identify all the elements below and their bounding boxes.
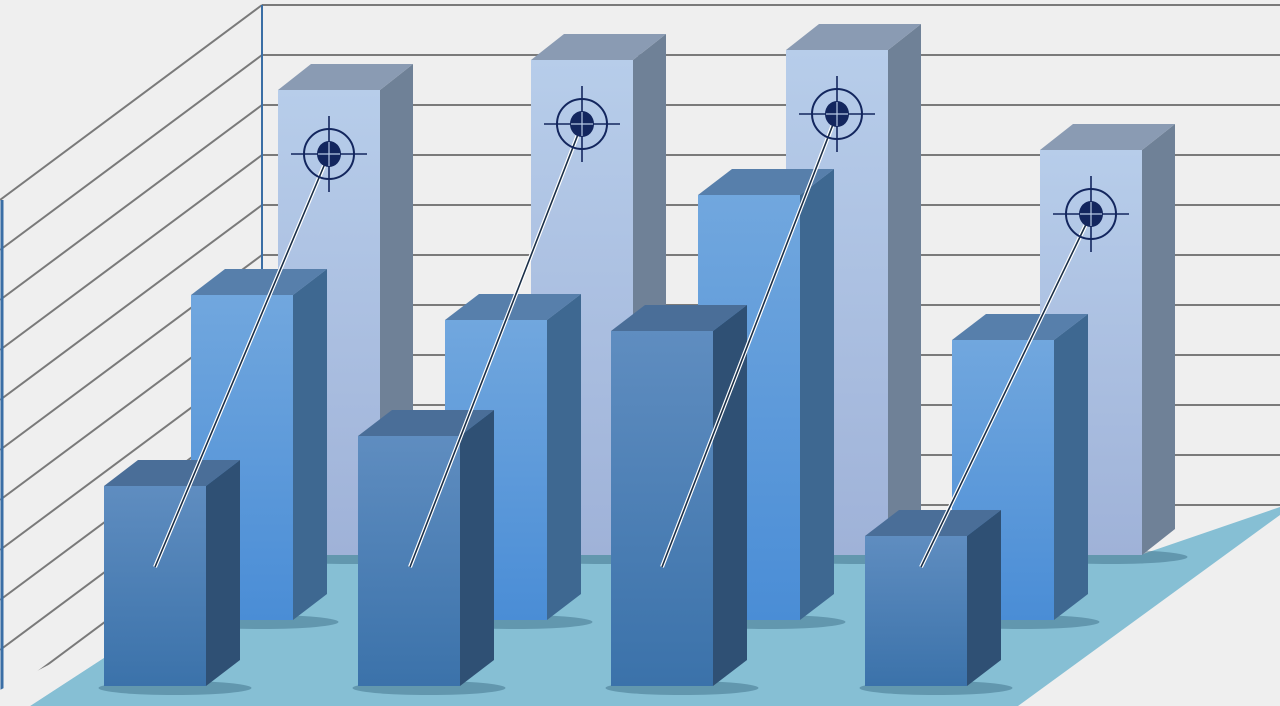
bar-top-face	[865, 510, 1001, 536]
target-pointer	[408, 86, 620, 568]
bar-top-face	[191, 269, 327, 295]
bar-side-face	[1054, 314, 1088, 620]
bar-side-face	[713, 305, 747, 686]
bar-top-face	[698, 169, 834, 195]
bar-top-face	[358, 410, 494, 436]
bar-top-face	[786, 24, 921, 50]
bar-top-face	[611, 305, 747, 331]
target-pointer	[153, 116, 367, 568]
side-gridline	[0, 4, 263, 201]
bar	[605, 305, 759, 695]
bar-front-face	[865, 536, 967, 686]
bar-front-face	[104, 486, 206, 686]
bars	[98, 24, 1188, 695]
side-gridline	[0, 104, 263, 301]
pointers	[153, 76, 1129, 568]
bar-side-face	[460, 410, 494, 686]
bar-side-face	[206, 460, 240, 686]
target-pointer	[660, 76, 875, 568]
bar	[859, 510, 1013, 695]
side-gridline	[0, 154, 263, 351]
bar	[946, 314, 1100, 629]
bar-top-face	[531, 34, 666, 60]
bar-top-face	[104, 460, 240, 486]
bar-top-face	[952, 314, 1088, 340]
bar	[98, 460, 252, 695]
pointer-line	[154, 153, 330, 568]
bar-side-face	[293, 269, 327, 620]
side-gridline	[0, 54, 263, 251]
target-pointer	[919, 176, 1129, 568]
bar-side-face	[888, 24, 921, 555]
bar-side-face	[1142, 124, 1175, 555]
pointer-line	[661, 113, 838, 568]
pointer-line	[409, 123, 583, 568]
bar-side-face	[967, 510, 1001, 686]
pointer-line	[920, 213, 1092, 568]
bar-top-face	[278, 64, 413, 90]
bar-top-face	[1040, 124, 1175, 150]
bar-side-face	[547, 294, 581, 620]
side-gridline	[0, 204, 263, 401]
bar-side-face	[800, 169, 834, 620]
bar-front-face	[611, 331, 713, 686]
bar	[352, 410, 506, 695]
